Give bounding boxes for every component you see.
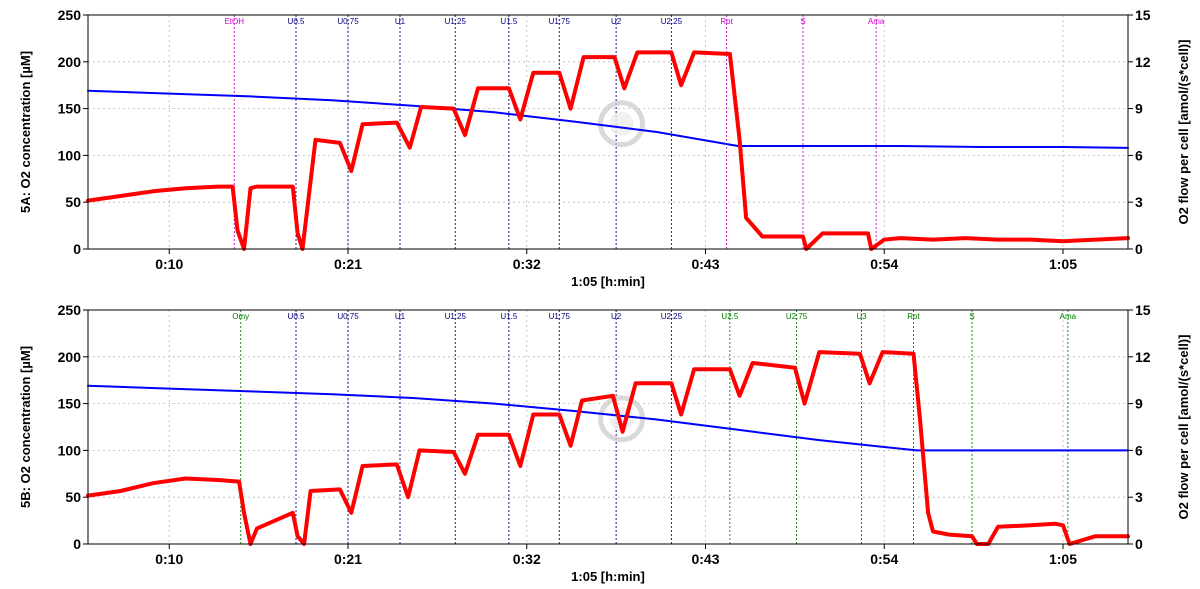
- event-marker-label: U1.5: [500, 312, 517, 321]
- y-right-tick-label: 15: [1135, 7, 1151, 23]
- event-marker-label: Rot: [907, 312, 920, 321]
- x-tick-label: 0:54: [870, 551, 898, 567]
- panel-5b: Omy U0.5 U0.75 U1 U1.25 U1.5 U1.75 U2 U2.25 U2.5 U…: [18, 302, 1191, 584]
- event-marker-label: U2.25: [661, 312, 683, 321]
- event-marker-label: U1.75: [549, 17, 571, 26]
- o2-concentration-series-line: [87, 89, 1129, 149]
- y-right-tick-label: 12: [1135, 349, 1151, 365]
- y-right-tick-label: 15: [1135, 302, 1151, 318]
- y-left-tick-label: 0: [73, 241, 81, 257]
- y-right-axis-title: O2 flow per cell [amol/(s*cell)]: [1176, 40, 1191, 225]
- y-right-tick-label: 6: [1135, 442, 1143, 458]
- event-marker-label: U0.75: [337, 312, 359, 321]
- plot-frame: [87, 309, 1129, 545]
- y-left-tick-label: 250: [58, 302, 82, 318]
- event-marker-label: U1: [395, 312, 406, 321]
- x-tick-label: 0:21: [334, 256, 362, 272]
- x-tick-label: 0:43: [691, 256, 719, 272]
- event-marker-label: U1.25: [445, 312, 467, 321]
- y-left-tick-label: 100: [58, 442, 82, 458]
- event-marker-label: U1.75: [549, 312, 571, 321]
- event-marker-label: Ama: [1060, 312, 1077, 321]
- y-right-axis-title: O2 flow per cell [amol/(s*cell)]: [1176, 335, 1191, 520]
- y-left-tick-label: 150: [58, 101, 82, 117]
- event-marker-label: U2: [611, 312, 622, 321]
- event-marker-label: Omy: [232, 312, 249, 321]
- event-marker-label: U1: [395, 17, 406, 26]
- event-marker-label: U1.25: [445, 17, 467, 26]
- y-left-tick-label: 0: [73, 536, 81, 552]
- y-left-axis-title: 5B: O2 concentration [µM]: [18, 346, 33, 508]
- x-axis-title: 1:05 [h:min]: [571, 569, 645, 584]
- watermark-logo-core: [609, 111, 634, 136]
- event-marker-label: U2: [611, 17, 622, 26]
- x-tick-label: 1:05: [1049, 551, 1077, 567]
- x-tick-label: 0:32: [513, 256, 541, 272]
- x-tick-label: 0:10: [155, 256, 183, 272]
- panel-5a: EtOH U0.5 U0.75 U1 U1.25 U1.5 U1.75 U2 U2.25 Rot S…: [18, 7, 1191, 289]
- event-marker-label: Ama: [868, 17, 885, 26]
- y-left-tick-label: 250: [58, 7, 82, 23]
- event-marker-label: U0.5: [288, 17, 305, 26]
- event-marker-label: S: [969, 312, 974, 321]
- y-right-tick-label: 0: [1135, 241, 1143, 257]
- y-left-tick-label: 200: [58, 349, 82, 365]
- x-axis-title: 1:05 [h:min]: [571, 274, 645, 289]
- plot-frame: [87, 14, 1129, 250]
- watermark-logo: [598, 100, 646, 148]
- event-marker-label: U0.75: [337, 17, 359, 26]
- y-right-tick-label: 0: [1135, 536, 1143, 552]
- event-marker-label: U2.25: [661, 17, 683, 26]
- y-right-tick-label: 3: [1135, 194, 1143, 210]
- x-tick-label: 0:10: [155, 551, 183, 567]
- event-marker-label: S: [800, 17, 805, 26]
- event-marker-label: U0.5: [288, 312, 305, 321]
- event-marker-label: U2.75: [786, 312, 808, 321]
- event-marker-label: Rot: [720, 17, 733, 26]
- y-left-axis-title: 5A: O2 concentration [µM]: [18, 51, 33, 213]
- y-left-tick-label: 100: [58, 147, 82, 163]
- x-tick-label: 0:54: [870, 256, 898, 272]
- event-marker-label: U1.5: [500, 17, 517, 26]
- x-tick-label: 1:05: [1049, 256, 1077, 272]
- y-left-tick-label: 50: [65, 194, 81, 210]
- y-left-tick-label: 150: [58, 396, 82, 412]
- y-left-tick-label: 200: [58, 54, 82, 70]
- x-tick-label: 0:32: [513, 551, 541, 567]
- event-marker-label: U2.5: [721, 312, 738, 321]
- x-tick-label: 0:21: [334, 551, 362, 567]
- y-right-tick-label: 6: [1135, 147, 1143, 163]
- event-marker-label: EtOH: [224, 17, 244, 26]
- y-right-tick-label: 12: [1135, 54, 1151, 70]
- o2-flow-series-line: [86, 50, 1130, 251]
- y-right-tick-label: 3: [1135, 489, 1143, 505]
- y-right-tick-label: 9: [1135, 396, 1143, 412]
- y-right-tick-label: 9: [1135, 101, 1143, 117]
- x-tick-label: 0:43: [691, 551, 719, 567]
- y-left-tick-label: 50: [65, 489, 81, 505]
- event-marker-label: U3: [856, 312, 867, 321]
- o2-flow-series-line: [86, 350, 1130, 546]
